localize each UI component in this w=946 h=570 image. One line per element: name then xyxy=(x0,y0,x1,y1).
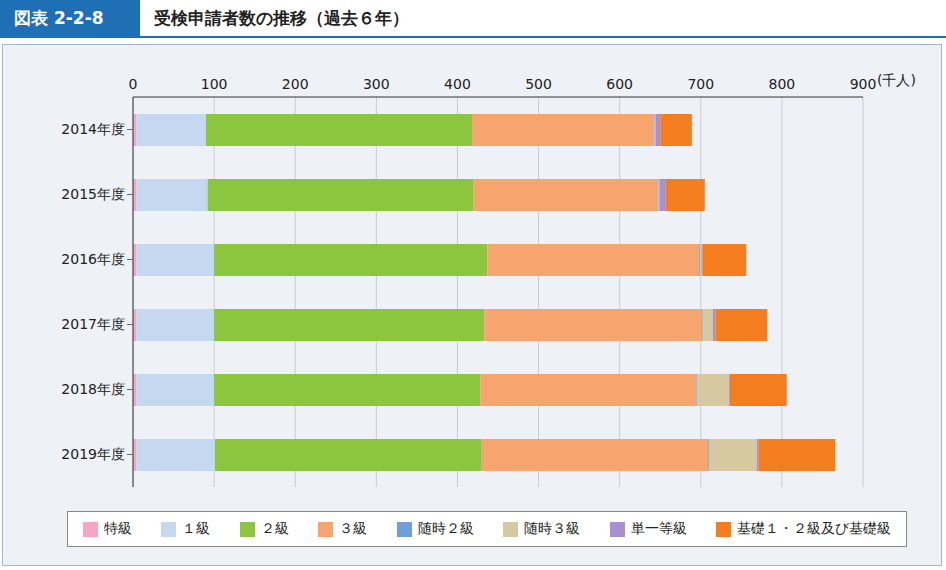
svg-text:2016年度: 2016年度 xyxy=(61,251,125,267)
html-text:図表 2-2-8: 図表 2-2-8 xyxy=(14,7,104,28)
svg-text:600: 600 xyxy=(606,76,633,92)
html-text:受検申請者数の推移（過去６年）: 受検申請者数の推移（過去６年） xyxy=(154,7,409,28)
svg-text:100: 100 xyxy=(201,76,228,92)
svg-text:900: 900 xyxy=(850,76,877,92)
svg-text:500: 500 xyxy=(525,76,552,92)
svg-text:700: 700 xyxy=(687,76,714,92)
svg-text:400: 400 xyxy=(444,76,471,92)
html-text:特級: 特級 xyxy=(103,520,132,536)
html-text:３級: ３級 xyxy=(339,520,368,536)
html-text:随時３級: 随時３級 xyxy=(524,520,581,536)
svg-text:800: 800 xyxy=(769,76,796,92)
html-text:単一等級: 単一等級 xyxy=(630,520,687,536)
svg-text:0: 0 xyxy=(129,76,138,92)
html-text:(千人): (千人) xyxy=(877,72,916,88)
html-text:随時２級: 随時２級 xyxy=(417,520,474,536)
svg-text:2017年度: 2017年度 xyxy=(61,316,125,332)
svg-text:300: 300 xyxy=(363,76,390,92)
html-text:１級: １級 xyxy=(182,520,211,536)
html-text:２級: ２級 xyxy=(260,520,289,536)
svg-text:2019年度: 2019年度 xyxy=(61,446,125,462)
svg-text:200: 200 xyxy=(282,76,309,92)
svg-text:2015年度: 2015年度 xyxy=(61,186,125,202)
svg-text:2018年度: 2018年度 xyxy=(61,381,125,397)
svg-text:2014年度: 2014年度 xyxy=(61,121,125,137)
html-text:基礎１・２級及び基礎級: 基礎１・２級及び基礎級 xyxy=(737,520,892,536)
